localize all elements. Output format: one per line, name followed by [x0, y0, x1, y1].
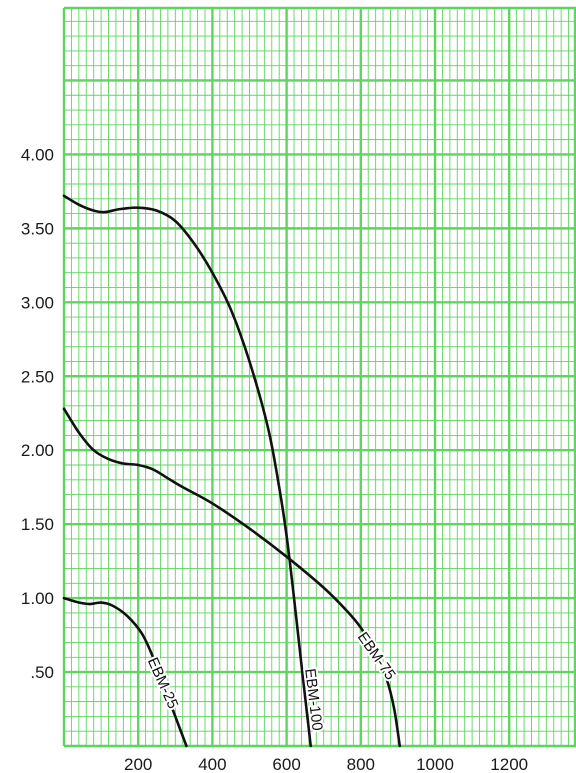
- series-line-ebm-25: [62, 596, 188, 748]
- x-axis-tick-labels: 200 400 600 800 1000 1200: [124, 755, 528, 773]
- x-tick-label: 200: [124, 755, 152, 773]
- series-line-ebm-75: [62, 407, 402, 748]
- y-tick-label: 3.50: [21, 219, 54, 238]
- y-tick-label: 1.00: [21, 589, 54, 608]
- gridlines: [62, 6, 576, 748]
- series-curves: [62, 194, 402, 748]
- x-tick-label: 1000: [416, 755, 454, 773]
- x-tick-label: 800: [347, 755, 375, 773]
- y-tick-label: 2.50: [21, 367, 54, 386]
- series-line-ebm-100: [62, 194, 313, 748]
- x-tick-label: 400: [198, 755, 226, 773]
- y-tick-label: 1.50: [21, 515, 54, 534]
- y-tick-label: 4.00: [21, 145, 54, 164]
- y-tick-label: 2.00: [21, 441, 54, 460]
- y-tick-label: .50: [30, 663, 54, 682]
- x-tick-label: 600: [272, 755, 300, 773]
- x-tick-label: 1200: [490, 755, 528, 773]
- y-axis-tick-labels: .50 1.00 1.50 2.00 2.50 3.00 3.50 4.00: [21, 145, 54, 682]
- y-tick-label: 3.00: [21, 293, 54, 312]
